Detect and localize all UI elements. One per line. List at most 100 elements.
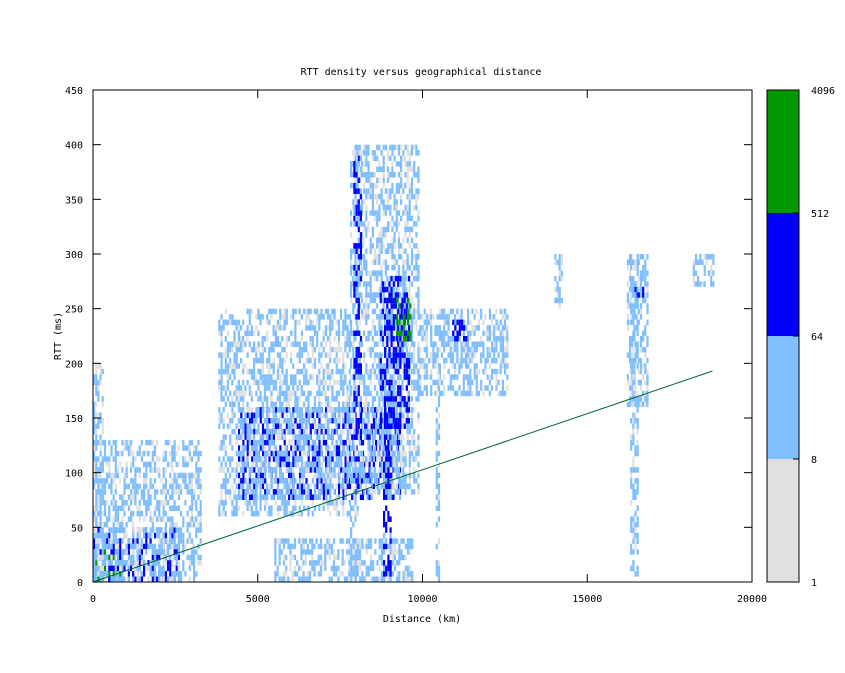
density-cell [387, 226, 390, 233]
density-cell [365, 390, 368, 397]
density-cell [392, 401, 395, 408]
density-cell [390, 330, 393, 336]
density-cell [106, 478, 109, 484]
density-cell [380, 248, 383, 254]
density-cell [285, 314, 288, 320]
density-cell [441, 308, 444, 315]
density-cell [399, 352, 402, 358]
density-cell [357, 456, 360, 462]
density-cell [259, 352, 262, 358]
density-cell [425, 374, 428, 380]
density-cell [454, 368, 457, 375]
density-cell [255, 472, 258, 479]
density-cell [177, 489, 180, 495]
density-cell [268, 467, 271, 473]
density-cell [354, 259, 357, 265]
density-cell [356, 144, 359, 151]
density-cell [130, 445, 133, 451]
density-cell [281, 434, 284, 440]
density-cell [359, 292, 362, 298]
density-cell [326, 505, 330, 511]
density-cell [143, 560, 146, 566]
density-cell [116, 527, 120, 533]
density-cell [101, 494, 104, 500]
density-cell [222, 368, 225, 375]
density-cell [132, 521, 135, 528]
density-cell [353, 357, 356, 364]
density-cell [421, 330, 424, 336]
density-cell [456, 330, 459, 336]
density-cell [392, 407, 395, 413]
density-cell [307, 352, 310, 358]
density-cell [427, 314, 431, 320]
density-cell [222, 423, 225, 429]
density-cell [471, 390, 474, 397]
density-cell [125, 521, 128, 528]
density-cell [408, 286, 411, 293]
density-cell [353, 210, 356, 216]
density-cell [268, 510, 271, 517]
density-cell [340, 483, 343, 490]
density-cell [220, 379, 223, 386]
density-cell [402, 281, 405, 287]
density-cell [261, 407, 264, 413]
density-cell [305, 357, 308, 364]
density-cell [462, 319, 465, 326]
density-cell [371, 396, 374, 402]
density-cell [242, 445, 245, 451]
density-cell [391, 172, 394, 178]
density-cell [379, 423, 382, 429]
density-cell [285, 461, 288, 468]
density-cell [274, 341, 277, 347]
density-cell [103, 505, 107, 511]
density-cell [298, 357, 301, 364]
density-cell [324, 494, 327, 500]
density-cell [313, 489, 317, 495]
density-cell [406, 275, 409, 282]
density-cell [469, 385, 472, 391]
density-cell [378, 352, 381, 358]
density-cell [629, 270, 632, 276]
density-cell [397, 292, 400, 298]
density-cell [324, 368, 327, 375]
density-cell [147, 505, 150, 511]
density-cell [360, 264, 364, 271]
density-cell [399, 363, 402, 369]
density-cell [136, 538, 139, 544]
density-cell [365, 281, 368, 287]
density-cell [397, 248, 401, 254]
density-cell [287, 478, 290, 484]
density-cell [281, 505, 284, 511]
density-cell [276, 434, 280, 440]
density-cell [193, 489, 196, 495]
density-cell [290, 483, 293, 490]
density-cell [451, 346, 454, 353]
density-cell [326, 461, 330, 468]
density-cell [290, 379, 293, 386]
density-cell [410, 177, 414, 183]
density-cell [138, 527, 141, 533]
density-cell [285, 500, 288, 506]
density-cell [259, 319, 262, 326]
density-cell [171, 571, 174, 577]
density-cell [298, 494, 301, 500]
density-cell [190, 505, 194, 511]
density-cell [224, 510, 227, 517]
density-cell [311, 461, 314, 468]
density-cell [355, 330, 358, 336]
density-cell [190, 549, 194, 555]
density-cell [451, 341, 454, 347]
density-cell [378, 144, 381, 151]
density-cell [359, 396, 362, 402]
density-cell [314, 467, 317, 473]
density-cell [292, 445, 295, 451]
density-cell [238, 428, 241, 435]
density-cell [130, 467, 133, 473]
density-cell [218, 319, 221, 326]
density-cell [246, 434, 249, 440]
density-cell [166, 543, 170, 550]
density-cell [248, 407, 251, 413]
density-cell [270, 374, 273, 380]
density-cell [97, 571, 100, 577]
density-cell [356, 412, 359, 418]
